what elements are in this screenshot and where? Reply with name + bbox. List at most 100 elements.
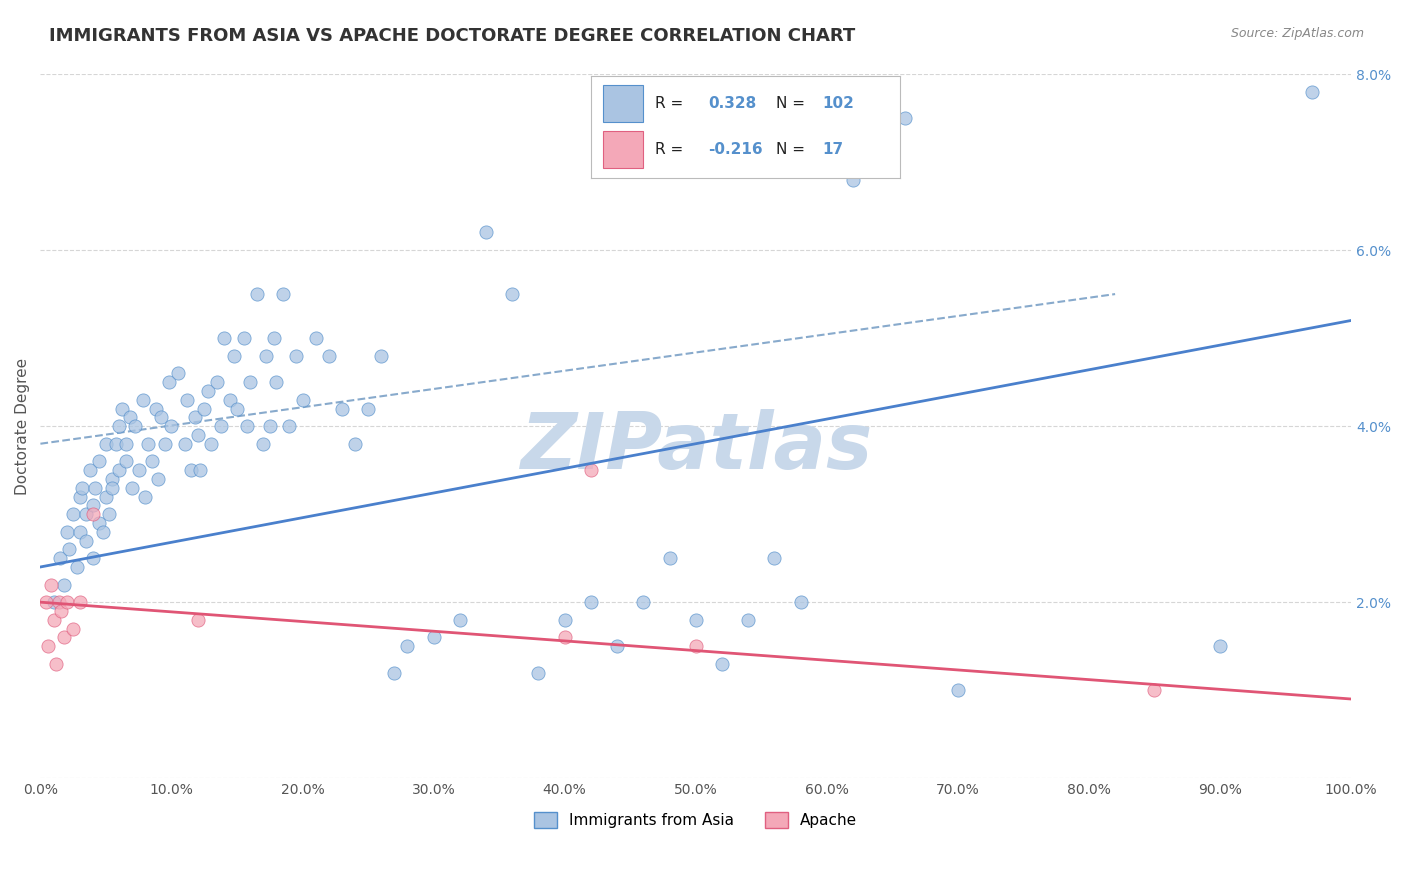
Text: N =: N = (776, 96, 806, 111)
Point (89, 516, 111, 530)
Point (318, 349, 340, 363)
Point (263, 331, 285, 345)
Point (94, 436, 117, 450)
Point (141, 454, 163, 468)
Point (382, 665, 405, 680)
Y-axis label: Doctorate Degree: Doctorate Degree (15, 358, 30, 495)
Point (685, 639, 707, 653)
Point (579, 595, 602, 609)
Point (209, 419, 232, 434)
Point (224, 349, 246, 363)
Point (37, 639, 59, 653)
Point (101, 472, 124, 486)
Point (145, 401, 167, 416)
Point (176, 392, 198, 407)
Point (121, 481, 143, 495)
Point (101, 481, 124, 495)
Point (554, 613, 576, 627)
Point (579, 463, 602, 477)
Point (527, 665, 550, 680)
Text: R =: R = (655, 142, 683, 157)
Text: -0.216: -0.216 (709, 142, 762, 157)
Point (45, 657, 67, 671)
Point (62, 507, 84, 521)
Legend: Immigrants from Asia, Apache: Immigrants from Asia, Apache (529, 805, 863, 834)
Bar (603, 85, 643, 122)
Point (422, 631, 444, 645)
Point (200, 436, 222, 450)
Point (219, 392, 242, 407)
Point (236, 419, 259, 434)
Point (39, 577, 62, 591)
Point (246, 287, 269, 301)
Point (606, 639, 628, 653)
Point (84, 481, 107, 495)
Point (48, 595, 70, 609)
Point (124, 419, 146, 434)
Point (114, 436, 136, 450)
Point (180, 463, 202, 477)
Point (91, 524, 114, 539)
Point (150, 410, 173, 425)
Point (62, 622, 84, 636)
Point (187, 613, 209, 627)
Point (82, 507, 104, 521)
Text: R =: R = (655, 96, 683, 111)
Point (370, 349, 392, 363)
Text: 17: 17 (823, 142, 844, 157)
Point (449, 613, 471, 627)
Point (34, 595, 56, 609)
Point (173, 436, 195, 450)
Point (197, 384, 219, 398)
Point (737, 613, 759, 627)
Point (188, 463, 211, 477)
Text: 102: 102 (823, 96, 855, 111)
Point (75, 533, 97, 548)
Point (89, 454, 111, 468)
Point (789, 595, 811, 609)
Point (212, 331, 235, 345)
Point (254, 349, 277, 363)
Point (658, 551, 681, 566)
Point (1143, 683, 1166, 698)
Point (842, 172, 865, 186)
Text: IMMIGRANTS FROM ASIA VS APACHE DOCTORATE DEGREE CORRELATION CHART: IMMIGRANTS FROM ASIA VS APACHE DOCTORATE… (49, 27, 855, 45)
Point (136, 436, 159, 450)
Point (53, 577, 76, 591)
Point (69, 490, 91, 504)
Point (554, 631, 576, 645)
Point (82, 551, 104, 566)
Point (266, 375, 288, 389)
Point (685, 613, 707, 627)
Point (271, 287, 294, 301)
Point (97, 507, 120, 521)
Point (239, 375, 262, 389)
Point (49, 551, 72, 566)
Text: ZIPatlas: ZIPatlas (520, 409, 872, 485)
Point (79, 463, 101, 477)
Point (1052, 49, 1074, 63)
Point (1209, 639, 1232, 653)
Point (72, 481, 94, 495)
Point (55, 524, 77, 539)
Point (633, 595, 655, 609)
Bar (603, 131, 643, 168)
Point (157, 375, 180, 389)
Point (66, 560, 89, 574)
Point (187, 428, 209, 442)
Point (160, 419, 183, 434)
Point (763, 551, 786, 566)
Point (153, 436, 176, 450)
Point (75, 507, 97, 521)
Point (259, 419, 281, 434)
Point (51, 604, 73, 618)
Point (1301, 85, 1323, 99)
Point (111, 401, 134, 416)
Point (291, 392, 314, 407)
Point (501, 287, 523, 301)
Point (304, 331, 326, 345)
Text: N =: N = (776, 142, 806, 157)
Text: Source: ZipAtlas.com: Source: ZipAtlas.com (1230, 27, 1364, 40)
Point (285, 349, 308, 363)
Point (894, 111, 917, 125)
